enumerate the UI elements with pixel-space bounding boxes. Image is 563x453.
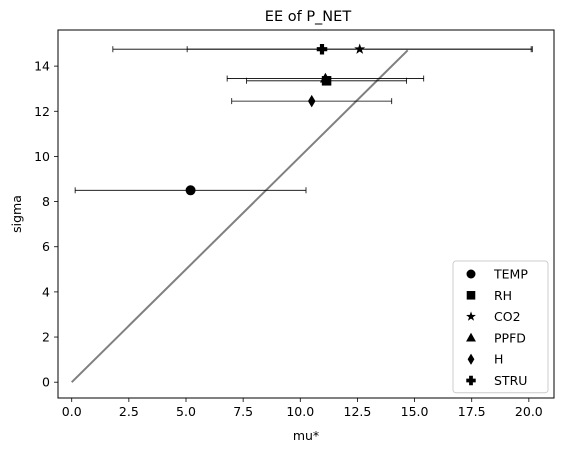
x-tick-label: 15.0 — [401, 404, 429, 419]
point-temp — [185, 185, 196, 196]
series-stru — [112, 43, 532, 55]
legend-marker-temp — [466, 269, 476, 279]
legend-label-ppfd: PPFD — [494, 330, 526, 345]
x-tick-label: 17.5 — [458, 404, 486, 419]
series-temp — [74, 185, 307, 196]
y-axis-label: sigma — [9, 195, 24, 233]
point-co2 — [354, 43, 366, 54]
y-tick-label: 12 — [34, 104, 50, 119]
legend-marker-h — [467, 353, 475, 365]
x-axis-label: mu* — [293, 428, 319, 443]
legend-marker-rh — [466, 291, 476, 300]
x-tick-label: 0.0 — [62, 404, 82, 419]
point-stru — [316, 43, 328, 55]
x-tick-label: 12.5 — [344, 404, 372, 419]
reference-line — [71, 49, 409, 383]
y-tick-label: 0 — [42, 375, 50, 390]
chart-title: EE of P_NET — [265, 9, 352, 25]
y-tick-label: 2 — [42, 330, 50, 345]
plot-frame — [57, 29, 555, 399]
point-h — [307, 94, 316, 108]
x-tick-label: 5.0 — [176, 404, 196, 419]
series-co2 — [186, 43, 533, 54]
legend-label-temp: TEMP — [493, 267, 528, 282]
y-tick-label: 4 — [42, 284, 50, 299]
legend-box — [452, 260, 549, 394]
legend-marker-stru — [466, 375, 476, 386]
legend-label-stru: STRU — [494, 373, 527, 388]
y-tick-label: 14 — [34, 59, 50, 74]
point-ppfd — [319, 72, 331, 83]
x-tick-label: 20.0 — [515, 404, 543, 419]
y-tick-label: 8 — [42, 194, 50, 209]
legend: TEMP RH CO2 PPFD H STRU — [452, 260, 549, 394]
series-h — [231, 94, 393, 108]
y-tick-label: 10 — [34, 149, 50, 164]
legend-marker-ppfd — [466, 332, 476, 342]
x-axis: 0.0 2.5 5.0 7.5 10.0 12.5 15.0 17.5 20.0 — [62, 398, 543, 419]
legend-marker-co2 — [466, 311, 476, 321]
legend-label-rh: RH — [494, 288, 512, 303]
y-tick-label: 6 — [42, 239, 50, 254]
y-axis: 0 2 4 6 8 10 12 14 — [34, 59, 58, 390]
x-tick-label: 10.0 — [286, 404, 314, 419]
plot-area — [71, 43, 533, 383]
legend-label-co2: CO2 — [494, 309, 521, 324]
x-tick-label: 7.5 — [233, 404, 253, 419]
legend-label-h: H — [494, 352, 503, 367]
x-tick-label: 2.5 — [119, 404, 139, 419]
series-ppfd — [226, 72, 425, 83]
